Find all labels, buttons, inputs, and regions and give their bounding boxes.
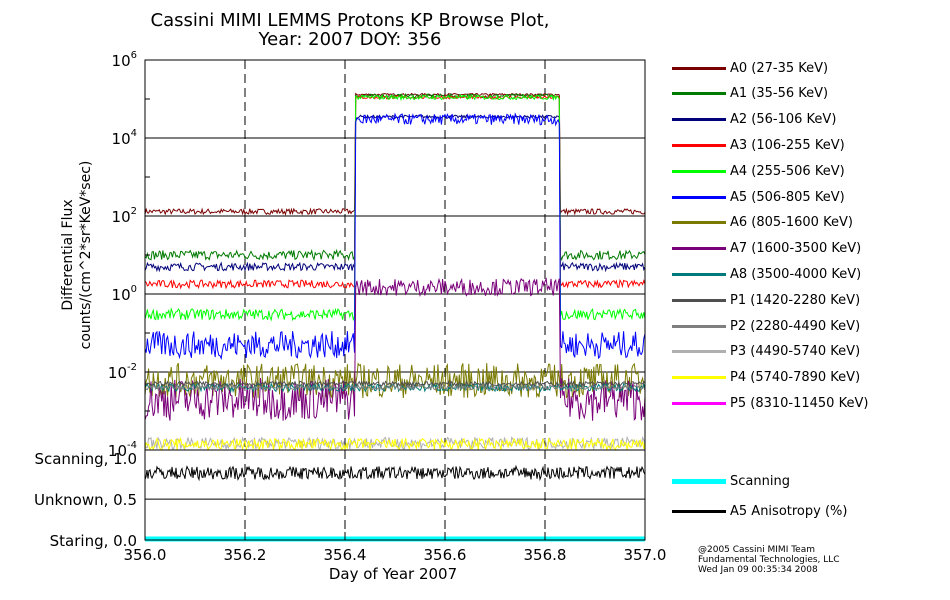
y-tick-label: 106 [112,50,137,70]
series-trace [144,92,646,262]
legend-item: A4 (255-506 KeV) [672,162,845,180]
x-tick-label: 356.6 [424,546,467,564]
series-trace [144,436,646,452]
y-tick-label: 102 [112,206,137,226]
y-axis-title-line1: Differential Flux [60,199,76,310]
legend-swatch [672,195,726,199]
chart-title-line1: Cassini MIMI LEMMS Protons KP Browse Plo… [150,10,550,31]
y-tick-label: 10-4 [108,440,137,460]
x-tick-label: 356.8 [524,546,567,564]
legend-label: A1 (35-56 KeV) [730,86,829,102]
legend-label: A2 (56-106 KeV) [730,112,837,128]
legend-swatch [672,298,726,302]
legend-item: A5 Anisotropy (%) [672,502,847,520]
legend-label: P3 (4490-5740 KeV) [730,344,861,360]
series-trace [144,379,646,388]
legend-item: Scanning [672,472,790,490]
legend-item: A0 (27-35 KeV) [672,59,828,77]
chart-title-line2: Year: 2007 DOY: 356 [258,29,442,50]
legend-label: P1 (1420-2280 KeV) [730,292,861,308]
legend-item: A8 (3500-4000 KeV) [672,265,861,283]
legend-label: A0 (27-35 KeV) [730,60,829,76]
legend-item: P5 (8310-11450 KeV) [672,394,868,412]
credit-line3: Wed Jan 09 00:35:34 2008 [698,565,818,575]
series-trace [144,114,646,273]
series-trace [144,277,646,421]
legend-label: A8 (3500-4000 KeV) [730,266,862,282]
flux-panel [144,59,646,452]
x-axis-title: Day of Year 2007 [329,565,457,583]
y-tick-label: 104 [112,128,137,148]
legend-item: P3 (4490-5740 KeV) [672,343,860,361]
series-trace [144,381,646,394]
mode-frame [144,449,646,541]
mode-label: Staring, 0.0 [50,532,137,550]
mode-label: Scanning, 1.0 [34,450,137,468]
legend-swatch [672,401,726,405]
legend-label: A5 Anisotropy (%) [730,503,848,519]
legend-swatch [672,247,726,251]
legend-swatch [672,92,726,96]
series-trace [144,94,646,290]
legend-label: A5 (506-805 KeV) [730,189,845,205]
legend-label: A7 (1600-3500 KeV) [730,241,862,257]
legend-swatch [672,350,726,354]
credit-line2: Fundamental Technologies, LLC [698,555,840,565]
y-tick-label: 100 [112,284,137,304]
series-trace [144,435,646,451]
mode-panel [144,449,646,542]
legend-swatch [672,221,726,225]
legend-item: A7 (1600-3500 KeV) [672,240,861,258]
x-tick-label: 356.4 [324,546,367,564]
series-trace [144,112,646,360]
x-tick-label: 356.2 [224,546,267,564]
legend-label: P4 (5740-7890 KeV) [730,370,861,386]
legend-item: P4 (5740-7890 KeV) [672,369,860,387]
legend-swatch [672,118,726,122]
series-trace [144,92,646,216]
legend-label: A3 (106-255 KeV) [730,137,845,153]
legend-label: A4 (255-506 KeV) [730,163,845,179]
axis-labels: 106 104 102 100 10-2 10-4 Differential Flux cou… [34,50,667,583]
legend-item: A6 (805-1600 KeV) [672,214,853,232]
legend-swatch [672,376,726,380]
legend-swatch [672,143,726,147]
legend-swatch [672,272,726,276]
x-tick-label: 357.0 [624,546,667,564]
legend-swatch [672,169,726,173]
x-tick-label: 356.0 [124,546,167,564]
legend-label: P2 (2280-4490 KeV) [730,318,861,334]
anisotropy-trace [144,464,646,482]
legend-swatch [672,324,726,328]
mode-label: Unknown, 0.5 [34,491,137,509]
credit-line1: @2005 Cassini MIMI Team [698,545,815,555]
legend-item: A1 (35-56 KeV) [672,85,828,103]
y-axis-title-line2: counts/(cm^2*sr*KeV*sec) [78,161,94,350]
legend-item: P1 (1420-2280 KeV) [672,291,860,309]
y-tick-label: 10-2 [108,362,137,382]
series-trace [144,383,646,392]
series-trace [144,93,646,322]
legend-swatch [672,509,726,513]
series-trace [144,362,646,400]
legend-label: P5 (8310-11450 KeV) [730,395,869,411]
legend-item: P2 (2280-4490 KeV) [672,317,860,335]
legend-label: Scanning [730,473,790,489]
legend-item: A5 (506-805 KeV) [672,188,845,206]
legend-item: A2 (56-106 KeV) [672,111,836,129]
credit-block: @2005 Cassini MIMI Team Fundamental Tech… [698,545,840,575]
legend-swatch [672,478,726,484]
legend-item: A3 (106-255 KeV) [672,136,845,154]
legend-swatch [672,66,726,70]
legend-label: A6 (805-1600 KeV) [730,215,853,231]
